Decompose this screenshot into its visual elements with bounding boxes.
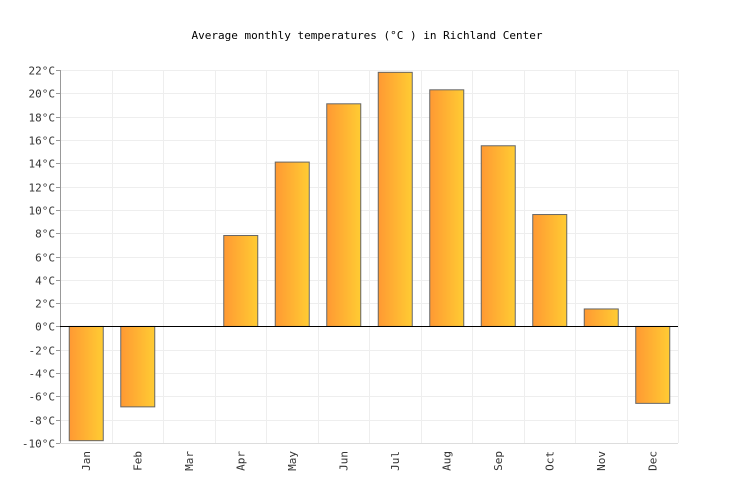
y-tick-label: 6°C — [35, 252, 55, 265]
x-tick-label: Oct — [543, 451, 556, 471]
bars — [60, 71, 678, 442]
bar-aug — [429, 89, 465, 327]
y-tick-label: 14°C — [29, 158, 56, 171]
bar-sep — [480, 145, 516, 327]
x-tick-label: Mar — [183, 451, 196, 471]
y-tick-label: -10°C — [22, 438, 55, 451]
x-axis-ticks: Jan Feb Mar Apr May Jun Jul Aug Sep Oct Nov Dec — [80, 451, 660, 471]
y-tick-label: -8°C — [29, 415, 56, 428]
y-tick-label: -4°C — [29, 368, 56, 381]
x-tick-label: Jun — [337, 451, 350, 471]
bar-feb — [120, 325, 156, 408]
bar-jun — [326, 103, 362, 327]
bar-dec — [635, 325, 671, 404]
x-tick-label: Apr — [234, 451, 247, 471]
x-tick-label: Aug — [440, 451, 453, 471]
bar-jan — [68, 325, 104, 442]
x-tick-label: May — [286, 451, 299, 471]
x-tick-label: Dec — [646, 451, 659, 471]
x-tick-label: Jul — [389, 451, 402, 471]
bar-jul — [377, 71, 413, 327]
bar-apr — [223, 235, 259, 327]
x-tick-label: Sep — [492, 451, 505, 471]
bar-oct — [532, 214, 568, 327]
y-tick-label: 20°C — [29, 88, 56, 101]
y-tick-label: 16°C — [29, 135, 56, 148]
bar-may — [274, 161, 310, 327]
x-tick-label: Nov — [595, 451, 608, 471]
y-tick-label: 0°C — [35, 321, 55, 334]
y-tick-label: 18°C — [29, 112, 56, 125]
bar-nov — [583, 308, 619, 327]
y-tick-label: -6°C — [29, 391, 56, 404]
y-tick-label: 22°C — [29, 65, 56, 78]
y-tick-label: 2°C — [35, 298, 55, 311]
x-tick-label: Feb — [131, 451, 144, 471]
y-tick-label: 10°C — [29, 205, 56, 218]
chart-title: Average monthly temperatures (°C ) in Ri… — [192, 29, 543, 42]
y-tick-label: 12°C — [29, 182, 56, 195]
y-axis-ticks: -10°C -8°C -6°C -4°C -2°C 0°C 2°C 4°C 6°C 8°C 10°C… — [22, 65, 55, 451]
y-tick-label: -2°C — [29, 345, 56, 358]
x-tick-label: Jan — [80, 451, 93, 471]
y-tick-label: 4°C — [35, 275, 55, 288]
y-tick-label: 8°C — [35, 228, 55, 241]
